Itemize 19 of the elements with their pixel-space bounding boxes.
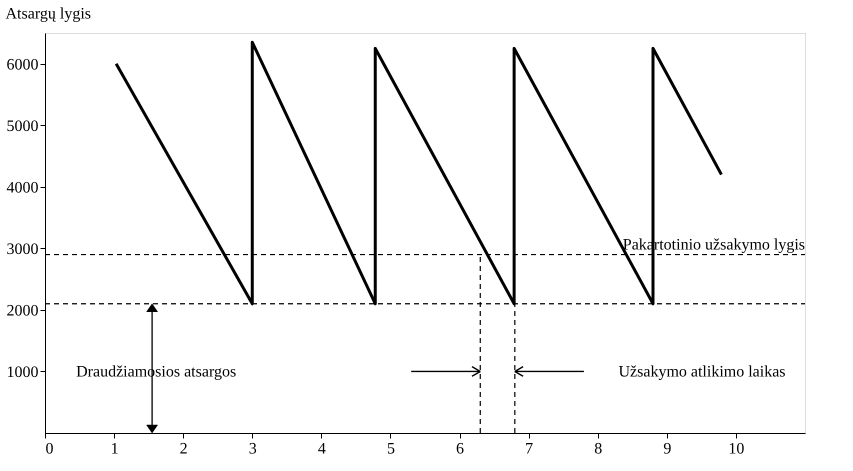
annotation: Užsakymo atlikimo laikas bbox=[618, 363, 786, 380]
x-tick-label: 9 bbox=[663, 440, 672, 458]
x-tick-label: 2 bbox=[180, 440, 188, 458]
x-tick-label: 7 bbox=[525, 440, 534, 458]
x-tick-label: 1 bbox=[110, 440, 119, 458]
y-tick-label: 3000 bbox=[6, 240, 38, 258]
x-tick-label: 4 bbox=[318, 440, 326, 458]
x-tick-label: 8 bbox=[594, 440, 602, 458]
y-axis-title: Atsargų lygis bbox=[6, 6, 91, 22]
y-tick-label: 2000 bbox=[6, 302, 38, 320]
y-tick-label: 1000 bbox=[6, 364, 38, 381]
y-tick-label: 5000 bbox=[6, 118, 38, 135]
y-tick-label: 6000 bbox=[6, 56, 38, 74]
x-tick-label: 6 bbox=[456, 440, 464, 458]
x-tick-label: 10 bbox=[728, 440, 744, 458]
x-tick-label: 5 bbox=[386, 440, 395, 458]
x-tick-label: 0 bbox=[46, 440, 54, 458]
x-tick-label: 3 bbox=[248, 440, 257, 458]
y-tick-label: 4000 bbox=[6, 179, 38, 196]
